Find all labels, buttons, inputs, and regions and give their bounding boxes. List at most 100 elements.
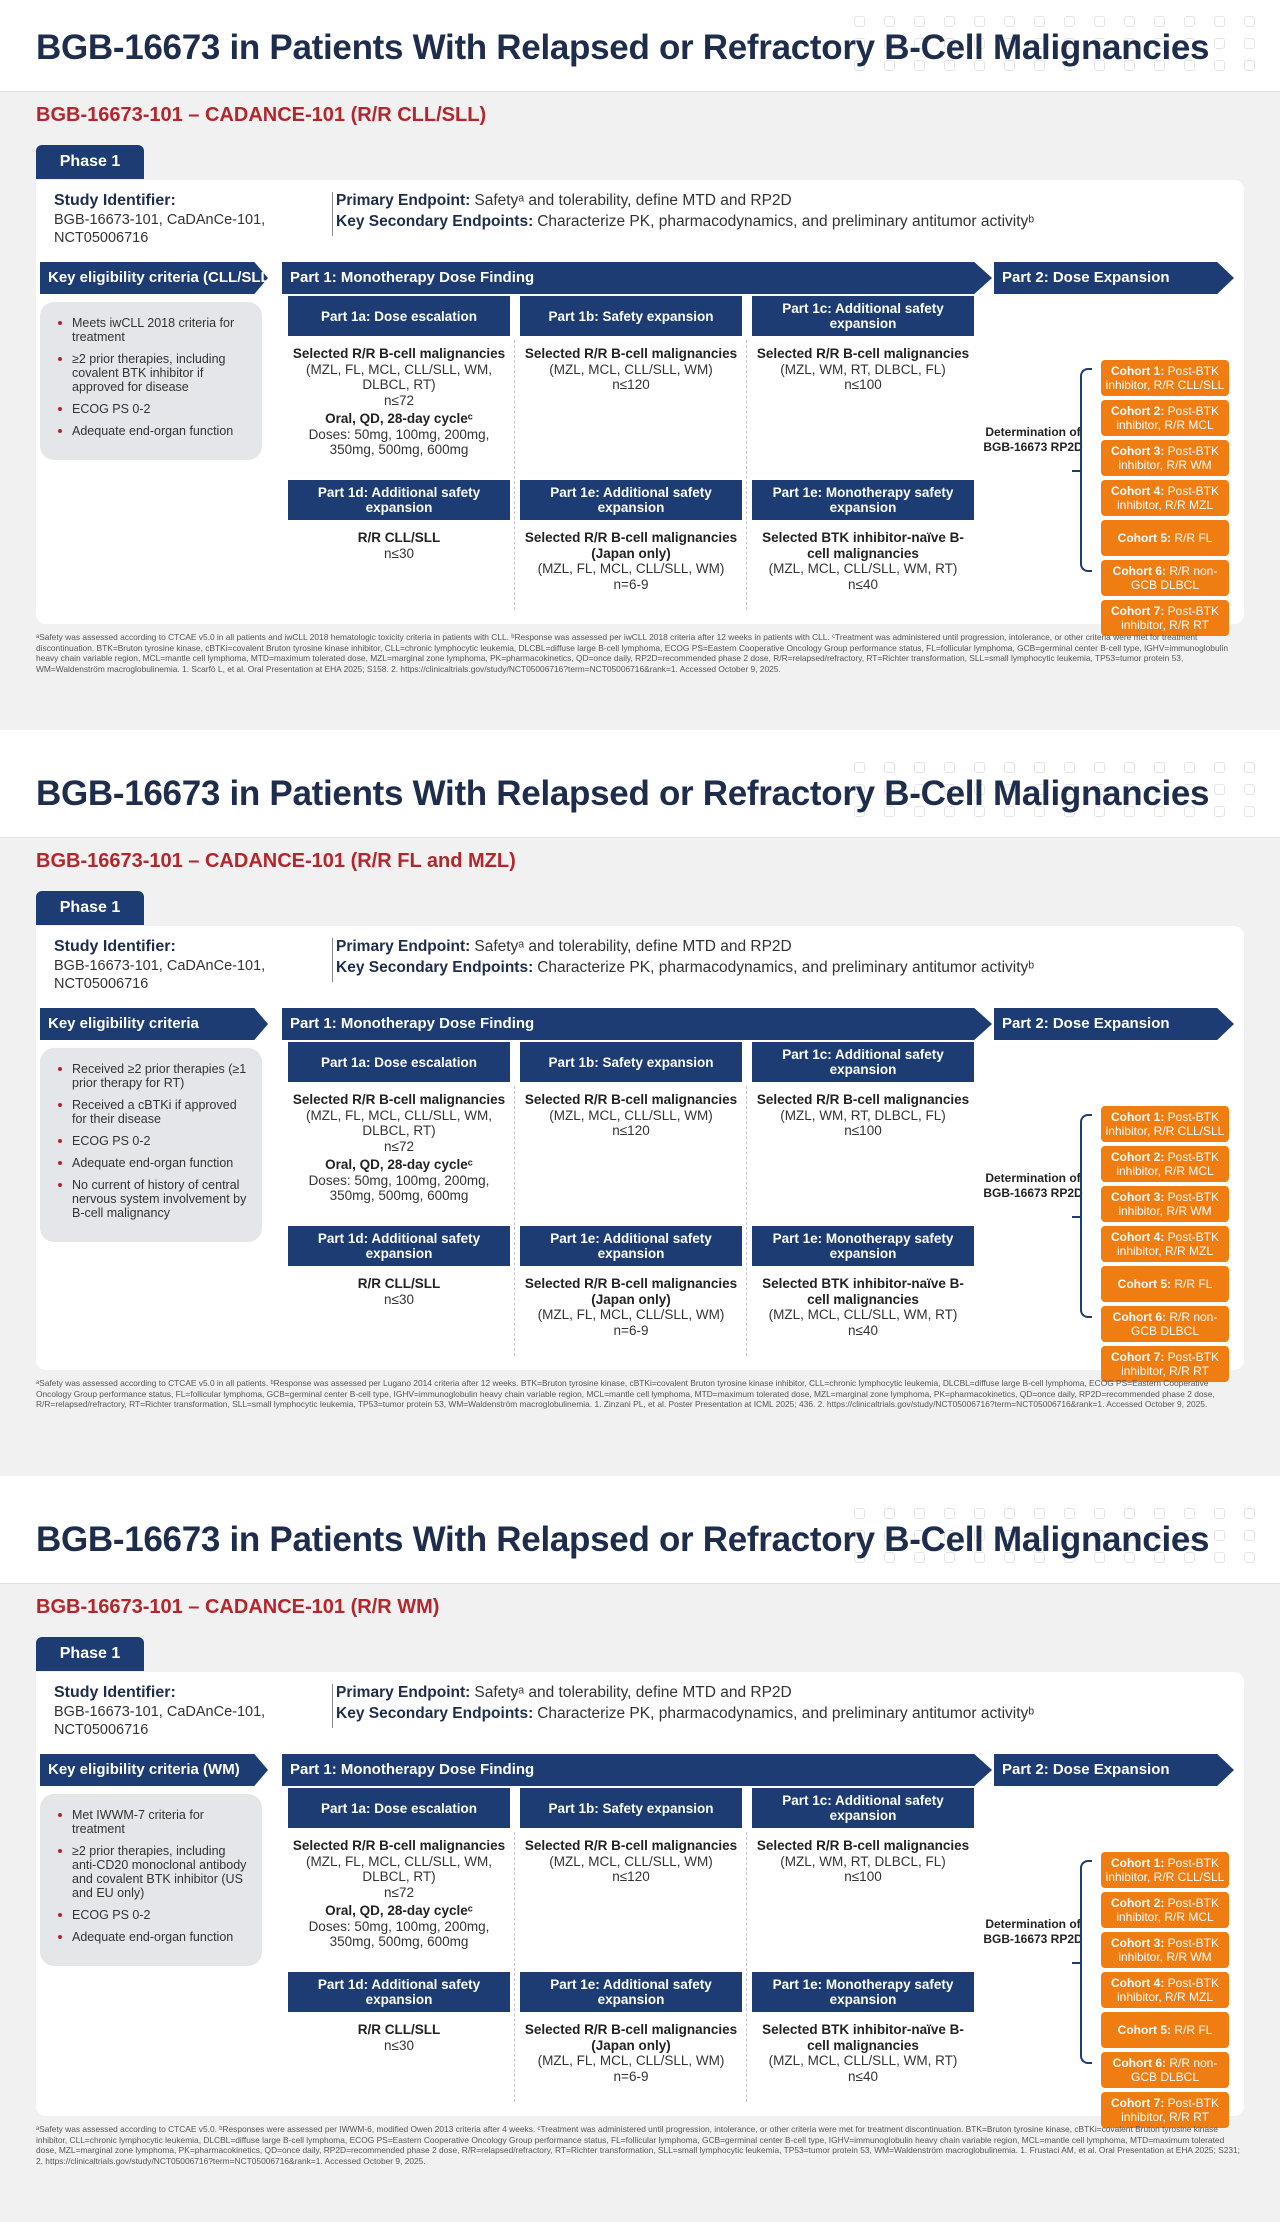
dot-decoration bbox=[884, 38, 895, 49]
cohort-description: R/R non-GCB DLBCL bbox=[1130, 2056, 1218, 2084]
cohort-label: Cohort 2: Post-BTK inhibitor, R/R MCL bbox=[1105, 404, 1225, 432]
dot-decoration bbox=[1154, 16, 1165, 27]
dot-decoration bbox=[944, 1508, 955, 1519]
sample-size: n=6-9 bbox=[613, 1322, 649, 1338]
cohort-box-7: Cohort 7: Post-BTK inhibitor, R/R RT bbox=[1101, 600, 1229, 636]
dot-decoration bbox=[854, 38, 865, 49]
dot-decoration bbox=[854, 1508, 865, 1519]
sample-size: n≤72 bbox=[384, 1138, 414, 1154]
cohort-bracket-tick bbox=[1072, 470, 1080, 472]
part-1c-header: Part 1c: Additional safety expansion bbox=[752, 1788, 974, 1828]
dot-decoration bbox=[944, 1530, 955, 1541]
dot-decoration bbox=[1064, 1530, 1075, 1541]
phase-tab[interactable]: Phase 1 bbox=[36, 891, 144, 925]
population: R/R CLL/SLL bbox=[357, 1276, 441, 1291]
dot-decoration bbox=[1124, 1552, 1135, 1563]
eligibility-item: Adequate end-organ function bbox=[54, 1156, 250, 1170]
dot-decoration bbox=[914, 1508, 925, 1519]
sample-size: n≤40 bbox=[848, 2068, 878, 2084]
slide: BGB-16673 in Patients With Relapsed or R… bbox=[0, 1492, 1280, 2222]
dot-decoration bbox=[1004, 784, 1015, 795]
cohort-label: Cohort 4: Post-BTK inhibitor, R/R MZL bbox=[1105, 484, 1225, 512]
part-1b-body: Selected R/R B-cell malignancies (MZL, MC… bbox=[520, 1082, 742, 1139]
cohort-bracket-tick bbox=[1072, 1216, 1080, 1218]
cohort-box-4: Cohort 4: Post-BTK inhibitor, R/R MZL bbox=[1101, 1226, 1229, 1262]
slide-title: BGB-16673 in Patients With Relapsed or R… bbox=[36, 1520, 1210, 1559]
dot-decoration bbox=[974, 806, 985, 817]
dot-decoration bbox=[854, 762, 865, 773]
cohort-label: Cohort 6: R/R non-GCB DLBCL bbox=[1105, 2056, 1225, 2084]
cohort-number: Cohort 5: bbox=[1117, 531, 1171, 545]
rp2d-determination: Determination of BGB-16673 RP2D bbox=[983, 1171, 1083, 1200]
dot-decoration bbox=[914, 806, 925, 817]
dot-decoration bbox=[1094, 38, 1105, 49]
cohort-description: Post-BTK inhibitor, R/R CLL/SLL bbox=[1105, 364, 1225, 392]
dot-decoration bbox=[1244, 1508, 1255, 1519]
dot-decoration bbox=[1034, 784, 1045, 795]
phase-tab[interactable]: Phase 1 bbox=[36, 145, 144, 179]
dot-decoration bbox=[884, 1508, 895, 1519]
dosing-line: Oral, QD, 28-day cycleᶜ bbox=[288, 1157, 510, 1173]
part-1a-header: Part 1a: Dose escalation bbox=[288, 296, 510, 336]
part2-header-arrow: Part 2: Dose Expansion bbox=[994, 1008, 1234, 1040]
dot-decoration bbox=[914, 38, 925, 49]
population: Selected R/R B-cell malignancies bbox=[524, 1092, 738, 1107]
primary-endpoint: Primary Endpoint: Safetyᵃ and tolerabilit… bbox=[336, 938, 792, 956]
dot-decoration bbox=[1214, 1552, 1225, 1563]
column-separator bbox=[746, 1832, 747, 2102]
dot-decoration bbox=[1034, 38, 1045, 49]
diseases: (MZL, FL, MCL, CLL/SLL, WM, DLBCL, RT) bbox=[305, 1107, 493, 1139]
population: Selected R/R B-cell malignancies bbox=[756, 1838, 970, 1853]
dot-decoration bbox=[1064, 762, 1075, 773]
cohort-box-6: Cohort 6: R/R non-GCB DLBCL bbox=[1101, 1306, 1229, 1342]
cohort-box-1: Cohort 1: Post-BTK inhibitor, R/R CLL/SL… bbox=[1101, 360, 1229, 396]
dot-decoration bbox=[974, 38, 985, 49]
dot-decoration bbox=[854, 16, 865, 27]
dot-decoration bbox=[1064, 806, 1075, 817]
cohort-bracket-tick bbox=[1072, 1962, 1080, 1964]
part-1c-body: Selected R/R B-cell malignancies (MZL, WM… bbox=[752, 1828, 974, 1885]
dose-levels: Doses: 50mg, 100mg, 200mg, 350mg, 500mg,… bbox=[308, 1918, 490, 1950]
population: Selected R/R B-cell malignancies (Japan … bbox=[524, 530, 738, 561]
cohort-box-3: Cohort 3: Post-BTK inhibitor, R/R WM bbox=[1101, 1186, 1229, 1222]
cohort-number: Cohort 4: bbox=[1110, 484, 1165, 498]
sample-size: n≤120 bbox=[612, 1123, 650, 1138]
dot-decoration bbox=[1124, 784, 1135, 795]
population-line: R/R CLL/SLL bbox=[288, 1276, 510, 1292]
eligibility-list: Met IWWM-7 criteria for treatment ≥2 prio… bbox=[54, 1808, 250, 1944]
diseases: (MZL, MCL, CLL/SLL, WM, RT) bbox=[768, 2053, 958, 2068]
diseases: (MZL, FL, MCL, CLL/SLL, WM) bbox=[537, 561, 725, 576]
diseases: (MZL, MCL, CLL/SLL, WM) bbox=[549, 361, 713, 377]
diseases: (MZL, MCL, CLL/SLL, WM) bbox=[549, 1853, 713, 1869]
cohort-description: Post-BTK inhibitor, R/R MZL bbox=[1116, 1230, 1219, 1258]
dot-decoration bbox=[1184, 60, 1195, 71]
dot-decoration bbox=[1184, 16, 1195, 27]
dot-decoration bbox=[854, 60, 865, 71]
population: Selected BTK inhibitor-naïve B-cell mali… bbox=[762, 530, 964, 561]
eligibility-item: Met IWWM-7 criteria for treatment bbox=[54, 1808, 250, 1836]
cohort-label: Cohort 6: R/R non-GCB DLBCL bbox=[1105, 564, 1225, 592]
dot-decoration bbox=[1004, 1508, 1015, 1519]
dot-decoration bbox=[884, 1530, 895, 1541]
part-1f-column: Part 1e: Monotherapy safety expansion Sel… bbox=[752, 1226, 974, 1338]
dot-decoration bbox=[1034, 60, 1045, 71]
dot-decoration bbox=[1244, 60, 1255, 71]
part-1b-header: Part 1b: Safety expansion bbox=[520, 296, 742, 336]
part-1a-body: Selected R/R B-cell malignancies (MZL, FL… bbox=[288, 1828, 510, 1950]
population: Selected R/R B-cell malignancies bbox=[756, 346, 970, 361]
population: Selected R/R B-cell malignancies (Japan … bbox=[524, 2022, 738, 2053]
phase-tab[interactable]: Phase 1 bbox=[36, 1637, 144, 1671]
dot-grid-decoration bbox=[850, 1506, 1270, 1572]
dot-decoration bbox=[974, 1530, 985, 1541]
eligibility-list: Meets iwCLL 2018 criteria for treatment ≥… bbox=[54, 316, 250, 438]
dot-decoration bbox=[1154, 1508, 1165, 1519]
sample-size: n=6-9 bbox=[613, 576, 649, 592]
column-separator bbox=[514, 1086, 515, 1356]
cohort-description: Post-BTK inhibitor, R/R WM bbox=[1118, 1190, 1219, 1218]
dot-decoration bbox=[884, 762, 895, 773]
cohort-box-4: Cohort 4: Post-BTK inhibitor, R/R MZL bbox=[1101, 1972, 1229, 2008]
column-separator bbox=[514, 1832, 515, 2102]
dose-levels: Doses: 50mg, 100mg, 200mg, 350mg, 500mg,… bbox=[308, 1172, 490, 1204]
secondary-endpoints: Key Secondary Endpoints: Characterize PK,… bbox=[336, 213, 1034, 231]
population-line: R/R CLL/SLL bbox=[288, 530, 510, 546]
